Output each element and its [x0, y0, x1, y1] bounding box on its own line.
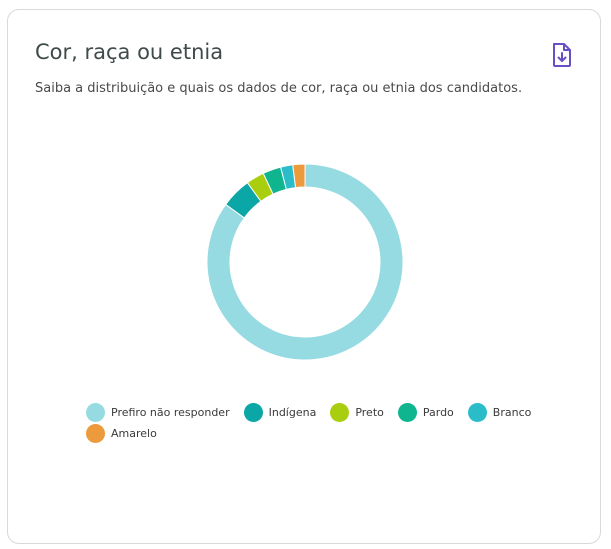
- legend-item[interactable]: Indígena: [243, 402, 317, 422]
- download-button[interactable]: [550, 42, 574, 68]
- donut-chart: [206, 163, 404, 361]
- chart-legend: Prefiro não responder Indígena Preto Pardo B…: [86, 402, 546, 443]
- legend-item[interactable]: Amarelo: [86, 423, 157, 443]
- legend-label: Prefiro não responder: [111, 405, 230, 419]
- legend-color-dot: [330, 402, 350, 422]
- legend-label: Pardo: [422, 405, 454, 419]
- file-download-icon: [553, 43, 571, 67]
- legend-item[interactable]: Prefiro não responder: [86, 402, 230, 422]
- legend-item[interactable]: Branco: [467, 402, 532, 422]
- legend-color-dot: [243, 402, 263, 422]
- legend-item[interactable]: Preto: [330, 402, 384, 422]
- legend-color-dot: [397, 402, 417, 422]
- card-title: Cor, raça ou etnia: [35, 40, 224, 64]
- card-subtitle: Saiba a distribuição e quais os dados de…: [35, 81, 523, 96]
- donut-slice-prefiro-não-responder[interactable]: [206, 163, 404, 361]
- legend-label: Indígena: [268, 405, 317, 419]
- legend-label: Preto: [355, 405, 384, 419]
- legend-label: Amarelo: [111, 426, 157, 440]
- legend-label: Branco: [492, 405, 532, 419]
- legend-color-dot: [86, 402, 105, 422]
- legend-item[interactable]: Pardo: [397, 402, 454, 422]
- legend-color-dot: [467, 402, 487, 422]
- legend-color-dot: [86, 423, 105, 443]
- chart-card: Cor, raça ou etnia Saiba a distribuição …: [7, 9, 601, 544]
- donut-slice-amarelo[interactable]: [292, 163, 306, 189]
